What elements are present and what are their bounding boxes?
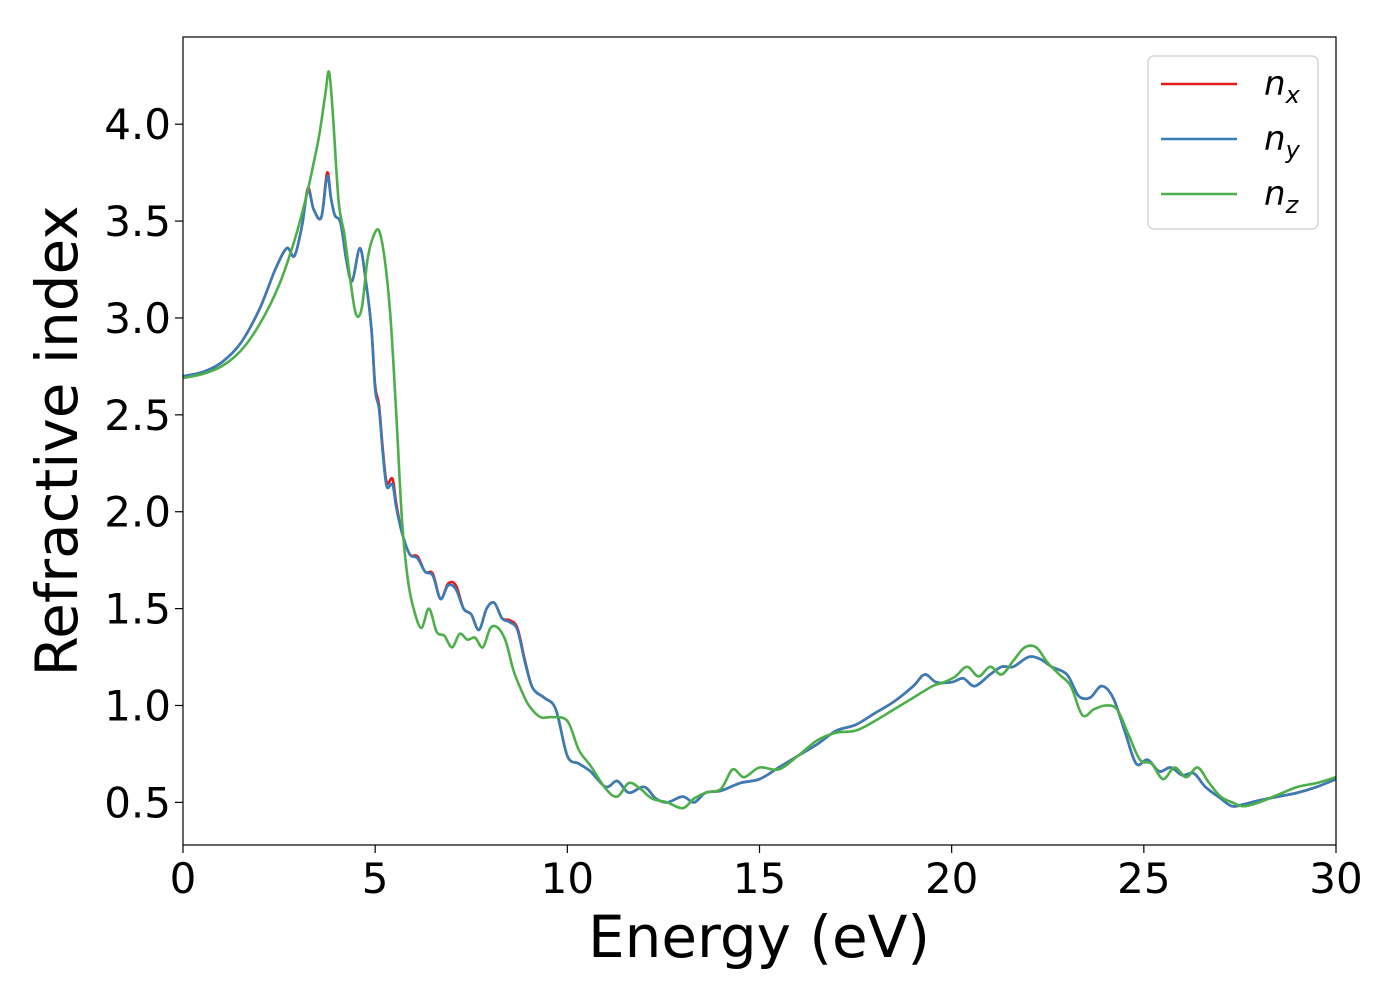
x-tick-label: 15 [733,854,786,903]
legend-label-ny: ny [1264,119,1301,164]
legend-box [1147,55,1319,230]
y-tick-label: 3.0 [104,294,171,343]
y-tick-label: 1.0 [104,681,171,730]
y-axis-title: Refractive index [23,205,91,676]
y-tick-label: 3.5 [104,197,171,246]
x-tick-label: 30 [1309,854,1362,903]
series-layer [182,70,1337,810]
x-axis: 0 5 10 15 20 25 30 [170,845,1363,903]
x-tick-label: 0 [170,854,197,903]
y-tick-label: 1.5 [104,585,171,634]
y-tick-label: 2.0 [104,488,171,537]
y-tick-label: 4.0 [104,100,171,149]
y-tick-label: 2.5 [104,391,171,440]
x-tick-label: 5 [362,854,389,903]
legend: nx ny nz [1147,55,1319,230]
x-tick-label: 25 [1117,854,1170,903]
y-axis: 0.5 1.0 1.5 2.0 2.5 3.0 3.5 4.0 [104,100,183,827]
legend-label-nz: nz [1264,174,1300,219]
plot-area [183,37,1336,845]
x-tick-label: 10 [541,854,594,903]
x-axis-title: Energy (eV) [588,903,930,971]
series-line-nz [182,70,1337,810]
y-tick-label: 0.5 [104,778,171,827]
x-tick-label: 20 [925,854,978,903]
legend-label-nx: nx [1264,64,1301,109]
